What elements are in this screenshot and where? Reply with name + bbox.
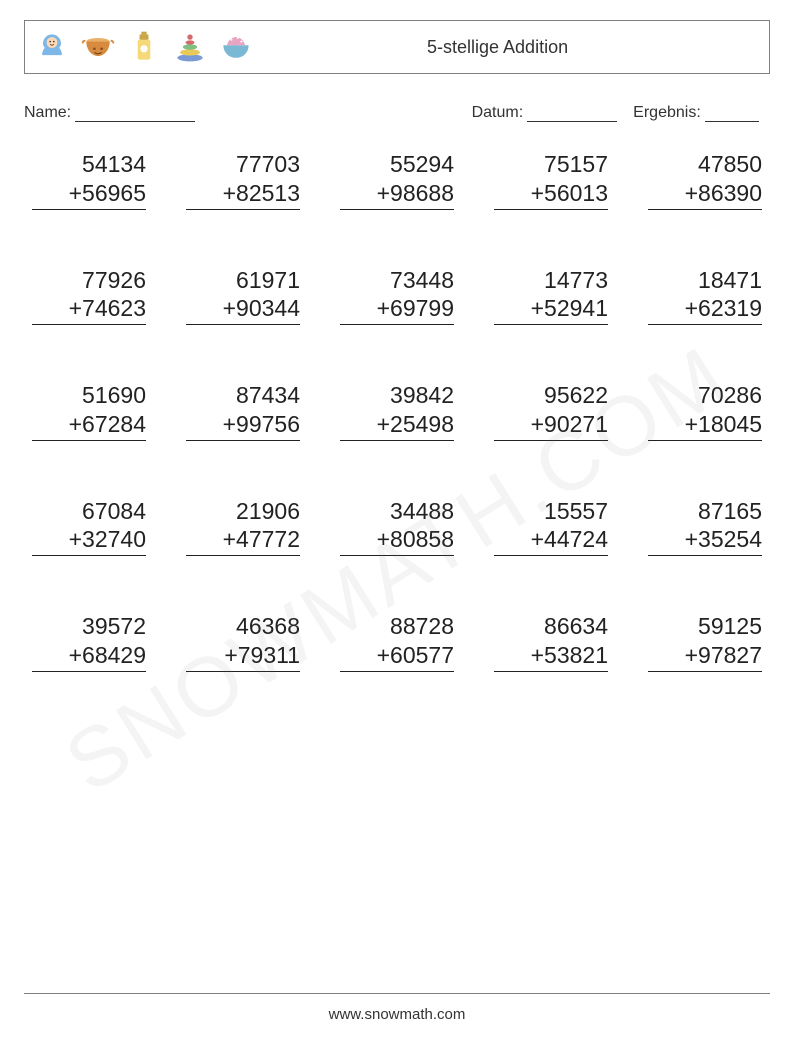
addend-top: 34488: [340, 497, 454, 526]
addend-top: 18471: [648, 266, 762, 295]
name-blank: [75, 106, 195, 122]
problem-3: 55294+98688: [340, 150, 454, 210]
addend-bottom: +56013: [494, 179, 608, 210]
header-bar: 5-stellige Addition: [24, 20, 770, 74]
food-bowl-icon: [217, 28, 255, 66]
addend-top: 73448: [340, 266, 454, 295]
problem-21: 39572+68429: [32, 612, 146, 672]
addend-bottom: +79311: [186, 641, 300, 672]
addend-bottom: +47772: [186, 525, 300, 556]
addend-top: 67084: [32, 497, 146, 526]
problem-16: 67084+32740: [32, 497, 146, 557]
addend-top: 54134: [32, 150, 146, 179]
addend-top: 95622: [494, 381, 608, 410]
name-label: Name:: [24, 104, 71, 122]
problem-20: 87165+35254: [648, 497, 762, 557]
stacking-toy-icon: [171, 28, 209, 66]
problem-18: 34488+80858: [340, 497, 454, 557]
result-label: Ergebnis:: [633, 104, 701, 122]
bowl-icon: [79, 28, 117, 66]
footer-text: www.snowmath.com: [329, 1006, 466, 1023]
addend-top: 77703: [186, 150, 300, 179]
addend-bottom: +62319: [648, 294, 762, 325]
addend-bottom: +32740: [32, 525, 146, 556]
addend-top: 59125: [648, 612, 762, 641]
problem-25: 59125+97827: [648, 612, 762, 672]
baby-icon: [33, 28, 71, 66]
problem-1: 54134+56965: [32, 150, 146, 210]
addend-top: 39842: [340, 381, 454, 410]
addend-bottom: +90344: [186, 294, 300, 325]
addend-top: 51690: [32, 381, 146, 410]
addend-top: 15557: [494, 497, 608, 526]
problem-22: 46368+79311: [186, 612, 300, 672]
addend-top: 21906: [186, 497, 300, 526]
problem-4: 75157+56013: [494, 150, 608, 210]
addend-top: 88728: [340, 612, 454, 641]
problem-7: 61971+90344: [186, 266, 300, 326]
addend-bottom: +67284: [32, 410, 146, 441]
addend-bottom: +97827: [648, 641, 762, 672]
problem-23: 88728+60577: [340, 612, 454, 672]
date-label: Datum:: [472, 104, 524, 122]
addend-bottom: +44724: [494, 525, 608, 556]
addend-bottom: +56965: [32, 179, 146, 210]
problem-10: 18471+62319: [648, 266, 762, 326]
addend-bottom: +68429: [32, 641, 146, 672]
addend-top: 39572: [32, 612, 146, 641]
problem-19: 15557+44724: [494, 497, 608, 557]
addend-top: 87434: [186, 381, 300, 410]
result-blank: [705, 106, 759, 122]
problem-6: 77926+74623: [32, 266, 146, 326]
addend-top: 75157: [494, 150, 608, 179]
problem-9: 14773+52941: [494, 266, 608, 326]
footer: www.snowmath.com: [24, 993, 770, 1023]
addend-bottom: +35254: [648, 525, 762, 556]
addend-bottom: +90271: [494, 410, 608, 441]
addend-top: 47850: [648, 150, 762, 179]
problem-11: 51690+67284: [32, 381, 146, 441]
addend-top: 14773: [494, 266, 608, 295]
addend-bottom: +18045: [648, 410, 762, 441]
addend-bottom: +52941: [494, 294, 608, 325]
addend-top: 86634: [494, 612, 608, 641]
worksheet-page: 5-stellige Addition Name: Datum: Ergebni…: [0, 0, 794, 672]
problem-24: 86634+53821: [494, 612, 608, 672]
problem-12: 87434+99756: [186, 381, 300, 441]
addend-bottom: +98688: [340, 179, 454, 210]
addend-bottom: +25498: [340, 410, 454, 441]
problem-2: 77703+82513: [186, 150, 300, 210]
problem-5: 47850+86390: [648, 150, 762, 210]
addend-bottom: +80858: [340, 525, 454, 556]
problem-15: 70286+18045: [648, 381, 762, 441]
addend-top: 61971: [186, 266, 300, 295]
addend-top: 55294: [340, 150, 454, 179]
problem-14: 95622+90271: [494, 381, 608, 441]
lotion-icon: [125, 28, 163, 66]
addend-bottom: +60577: [340, 641, 454, 672]
problem-17: 21906+47772: [186, 497, 300, 557]
problem-13: 39842+25498: [340, 381, 454, 441]
addend-bottom: +99756: [186, 410, 300, 441]
addend-bottom: +69799: [340, 294, 454, 325]
meta-row: Name: Datum: Ergebnis:: [24, 104, 770, 122]
problems-grid: 54134+5696577703+8251355294+9868875157+5…: [24, 150, 770, 672]
addend-top: 77926: [32, 266, 146, 295]
addend-top: 46368: [186, 612, 300, 641]
worksheet-title: 5-stellige Addition: [427, 37, 568, 58]
addend-bottom: +74623: [32, 294, 146, 325]
addend-top: 70286: [648, 381, 762, 410]
date-blank: [527, 106, 617, 122]
addend-bottom: +86390: [648, 179, 762, 210]
addend-top: 87165: [648, 497, 762, 526]
addend-bottom: +53821: [494, 641, 608, 672]
header-icons: [33, 28, 255, 66]
addend-bottom: +82513: [186, 179, 300, 210]
problem-8: 73448+69799: [340, 266, 454, 326]
